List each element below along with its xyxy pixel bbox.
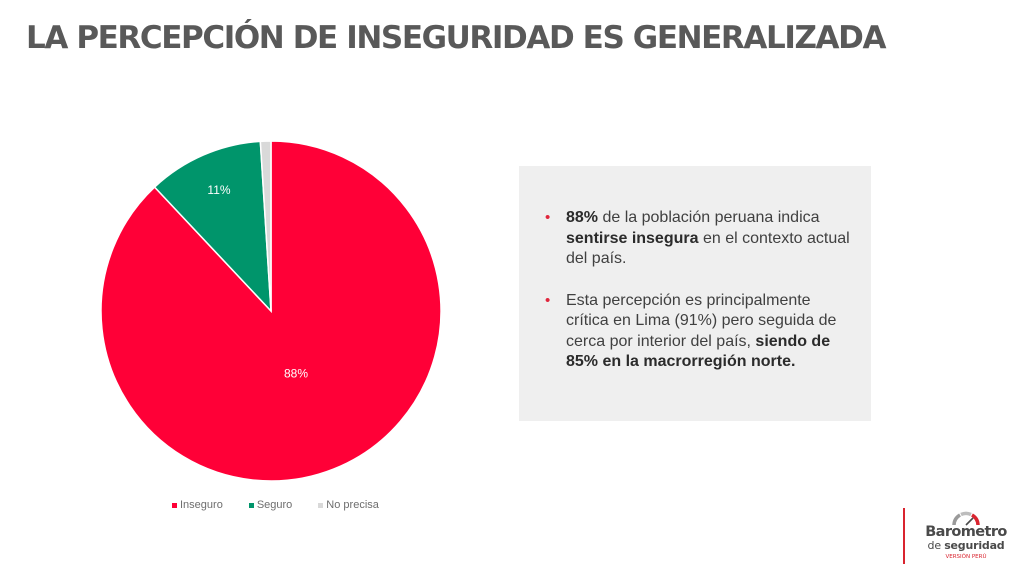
summary-bullet-2: • Esta percepción es principalmente crít… — [545, 291, 851, 373]
page-title: LA PERCEPCIÓN DE INSEGURIDAD ES GENERALI… — [26, 20, 886, 56]
logo-line3: VERSIÓN PERÚ — [945, 554, 987, 560]
pie-label-seguro: 11% — [207, 183, 230, 197]
legend-label-inseguro: Inseguro — [180, 499, 223, 511]
legend-item-no-precisa[interactable]: No precisa — [318, 499, 379, 511]
summary-box: • 88% de la población peruana indica sen… — [519, 166, 871, 421]
pie-chart-svg: 88% 11% — [100, 140, 442, 482]
bullet1-strong-mid: sentirse insegura — [566, 229, 699, 247]
pie-slice-inseguro[interactable] — [100, 140, 442, 482]
logo-line1: Barometro — [925, 524, 1007, 540]
logo-line2: de seguridad — [918, 539, 1014, 552]
logo-line2-strong: seguridad — [944, 539, 1005, 552]
legend-swatch-inseguro — [172, 502, 177, 508]
bullet2-strong-end: siendo de 85% en la macrorregión norte. — [566, 332, 831, 371]
logo-line2-prefix: de — [927, 539, 945, 552]
chart-legend: Inseguro Seguro No precisa — [172, 499, 379, 511]
bullet1-text-b: en el contexto actual del país. — [566, 229, 850, 268]
pie-slice-no-precisa[interactable] — [259, 140, 272, 312]
bullet1-text-a: de la población peruana indica — [598, 209, 820, 226]
legend-item-inseguro[interactable]: Inseguro — [172, 499, 223, 511]
legend-swatch-no-precisa — [318, 502, 324, 508]
legend-swatch-seguro — [248, 502, 254, 508]
bullet-dot-icon: • — [545, 291, 551, 309]
legend-label-seguro: Seguro — [256, 499, 293, 511]
pie-label-inseguro: 88% — [284, 366, 308, 380]
summary-bullet-1: • 88% de la población peruana indica sen… — [545, 208, 851, 270]
pie-chart: 88% 11% — [100, 140, 442, 482]
bullet-dot-icon: • — [545, 209, 551, 226]
logo-divider — [903, 508, 905, 564]
legend-label-no-precisa: No precisa — [326, 499, 379, 511]
pie-slice-seguro[interactable] — [153, 140, 272, 314]
bullet1-strong-lead: 88% — [566, 209, 599, 226]
legend-item-seguro[interactable]: Seguro — [248, 499, 293, 511]
gauge-icon — [952, 511, 980, 526]
bullet2-text-a: Esta percepción es principalmente crític… — [566, 291, 837, 350]
barometro-logo: Barometro de seguridad VERSIÓN PERÚ — [918, 508, 1014, 568]
